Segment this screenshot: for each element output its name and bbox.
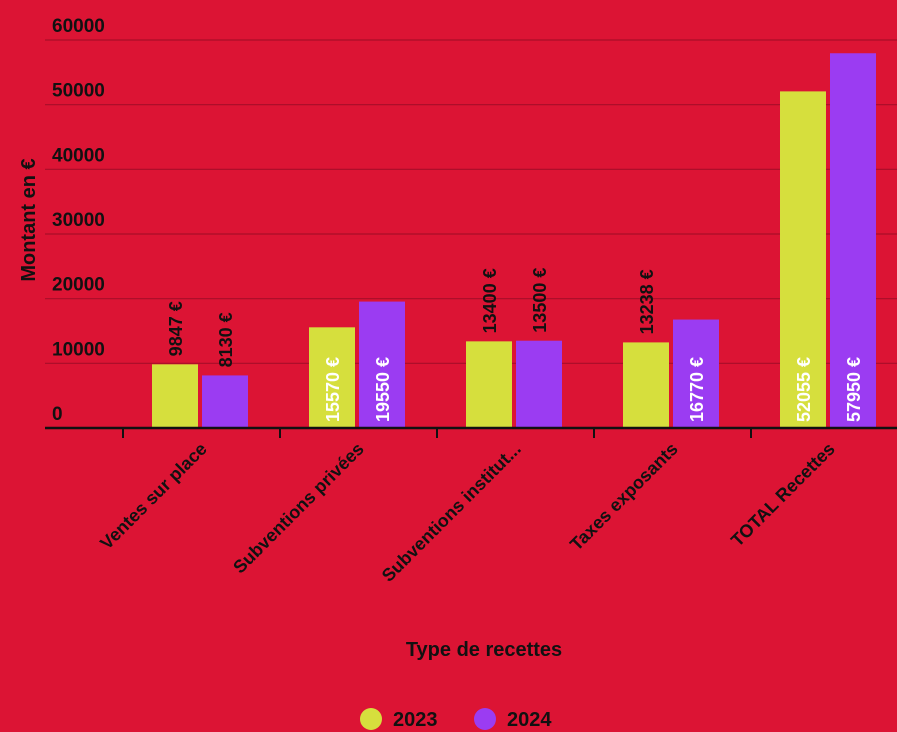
y-axis-ticks: 0 10000 20000 30000 40000 50000 60000 (52, 16, 105, 425)
bar-2024-1 (202, 375, 248, 428)
y-axis-title: Montant en € (18, 158, 40, 281)
bar-2023-4 (623, 342, 669, 428)
gridlines (45, 39, 897, 364)
bars (152, 53, 876, 429)
y-tick-label: 50000 (52, 81, 105, 102)
y-tick-label: 40000 (52, 145, 105, 166)
category-label: Ventes sur place (96, 439, 211, 554)
bar-2023-3 (466, 341, 512, 428)
x-axis: Ventes sur place Subventions privées Subve… (45, 426, 897, 586)
bar-2023-1 (152, 364, 198, 428)
legend-label: 2024 (507, 709, 552, 731)
bar-2024-5 (830, 53, 876, 429)
category-label: TOTAL Recettes (727, 439, 839, 551)
bar-2023-2 (309, 327, 355, 428)
bar-2024-3 (516, 340, 562, 428)
data-label: 13500 € (530, 268, 550, 333)
x-axis-title: Type de recettes (406, 639, 562, 661)
category-label: Taxes exposants (566, 439, 682, 555)
category-label: Subventions institut... (378, 439, 525, 586)
data-label: 52055 € (794, 357, 814, 422)
legend-swatch-2023 (360, 708, 382, 730)
legend-swatch-2024 (474, 708, 496, 730)
data-label: 16770 € (687, 357, 707, 422)
data-label: 9847 € (166, 301, 186, 356)
data-label: 13238 € (637, 269, 657, 334)
bar-2024-2 (359, 301, 405, 428)
y-tick-label: 20000 (52, 275, 105, 296)
bar-2023-5 (780, 91, 826, 428)
legend-label: 2023 (393, 709, 438, 731)
y-tick-label: 60000 (52, 16, 105, 37)
legend: 2023 2024 (360, 708, 552, 731)
data-label: 15570 € (323, 357, 343, 422)
data-label: 57950 € (844, 357, 864, 422)
y-tick-label: 30000 (52, 210, 105, 231)
data-labels: 9847 € 15570 € 13400 € 13238 € 52055 € 8130 €… (166, 268, 864, 422)
category-label: Subventions privées (229, 439, 368, 578)
data-label: 13400 € (480, 268, 500, 333)
bar-2024-4 (673, 319, 719, 428)
data-label: 8130 € (216, 312, 236, 367)
data-label: 19550 € (373, 357, 393, 422)
y-tick-label: 10000 (52, 339, 105, 360)
y-tick-label: 0 (52, 404, 63, 425)
